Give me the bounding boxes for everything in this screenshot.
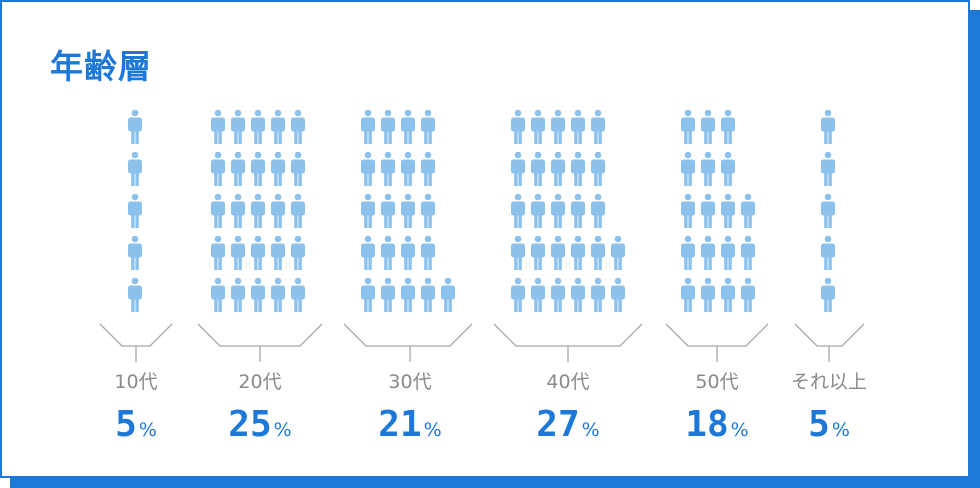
category-bracket (493, 323, 643, 347)
pictograph-group (681, 109, 755, 312)
percentage-label: 25% (228, 404, 291, 445)
category-label: 30代 (388, 371, 431, 393)
pictograph-group (128, 109, 142, 312)
category-bracket (197, 323, 323, 347)
category-bracket (794, 323, 865, 347)
percentage-label: 5% (115, 404, 157, 445)
pictograph-group (511, 109, 625, 312)
category-bracket (665, 323, 769, 347)
category-label: 50代 (695, 371, 738, 393)
category-bracket (99, 323, 173, 347)
chart-title: 年齢層 (50, 47, 152, 86)
category-bracket (343, 323, 473, 347)
percentage-label: 27% (536, 404, 599, 445)
percentage-label: 18% (685, 404, 748, 445)
chart-card (0, 0, 970, 478)
category-label: それ以上 (791, 371, 867, 393)
pictograph-group (361, 109, 455, 312)
percentage-label: 5% (808, 404, 850, 445)
percentage-label: 21% (378, 404, 441, 445)
pictograph-group (821, 109, 835, 312)
category-label: 40代 (546, 371, 589, 393)
category-label: 10代 (114, 371, 157, 393)
pictograph-group (211, 109, 305, 312)
category-label: 20代 (238, 371, 281, 393)
